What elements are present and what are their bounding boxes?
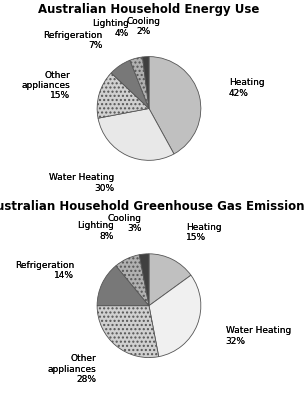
Wedge shape: [149, 275, 201, 357]
Text: Cooling
2%: Cooling 2%: [127, 16, 161, 36]
Text: Refrigeration
7%: Refrigeration 7%: [43, 31, 103, 50]
Text: Lighting
4%: Lighting 4%: [92, 19, 129, 38]
Title: Australian Household Greenhouse Gas Emissions: Australian Household Greenhouse Gas Emis…: [0, 200, 304, 213]
Wedge shape: [111, 60, 149, 108]
Text: Water Heating
32%: Water Heating 32%: [226, 326, 291, 346]
Text: Other
appliances
15%: Other appliances 15%: [21, 70, 70, 100]
Wedge shape: [149, 254, 191, 306]
Text: Heating
15%: Heating 15%: [186, 222, 222, 242]
Text: Cooling
2%: Cooling 2%: [127, 16, 161, 36]
Text: Lighting
4%: Lighting 4%: [92, 19, 129, 38]
Wedge shape: [97, 73, 149, 118]
Text: Heating
42%: Heating 42%: [229, 78, 264, 98]
Wedge shape: [98, 108, 174, 160]
Wedge shape: [149, 57, 201, 154]
Text: Refrigeration
14%: Refrigeration 14%: [15, 261, 74, 280]
Wedge shape: [97, 266, 149, 306]
Wedge shape: [143, 57, 149, 108]
Text: Water Heating
30%: Water Heating 30%: [49, 173, 114, 193]
Text: Refrigeration
7%: Refrigeration 7%: [43, 31, 103, 50]
Wedge shape: [97, 306, 159, 358]
Title: Australian Household Energy Use: Australian Household Energy Use: [38, 3, 260, 16]
Wedge shape: [130, 57, 149, 108]
Text: Other
appliances
28%: Other appliances 28%: [48, 354, 96, 384]
Text: Heating
15%: Heating 15%: [186, 222, 222, 242]
Text: Lighting
8%: Lighting 8%: [77, 222, 114, 241]
Text: Water Heating
30%: Water Heating 30%: [49, 173, 114, 193]
Text: Refrigeration
14%: Refrigeration 14%: [15, 261, 74, 280]
Wedge shape: [139, 254, 149, 306]
Text: Heating
42%: Heating 42%: [229, 78, 264, 98]
Text: Cooling
3%: Cooling 3%: [107, 214, 141, 233]
Text: Cooling
3%: Cooling 3%: [107, 214, 141, 233]
Wedge shape: [116, 255, 149, 306]
Text: Other
appliances
28%: Other appliances 28%: [48, 354, 96, 384]
Text: Lighting
8%: Lighting 8%: [77, 222, 114, 241]
Text: Water Heating
32%: Water Heating 32%: [226, 326, 291, 346]
Text: Other
appliances
15%: Other appliances 15%: [21, 70, 70, 100]
